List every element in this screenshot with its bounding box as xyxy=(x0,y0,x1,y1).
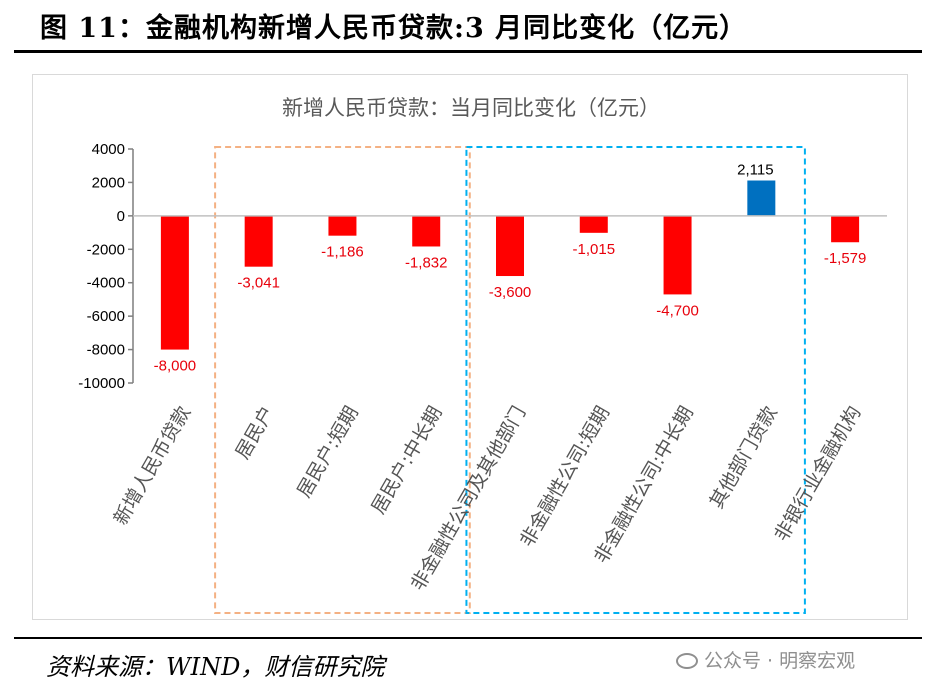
bar xyxy=(831,215,860,243)
data-label: -1,579 xyxy=(824,250,867,267)
top-rule xyxy=(14,50,922,53)
y-tick-label: -2000 xyxy=(87,241,125,258)
category-label: 非银行业金融机构 xyxy=(770,403,865,546)
category-label: 居民户:中长期 xyxy=(367,403,446,518)
highlight-box-blue xyxy=(465,146,806,614)
bar xyxy=(747,180,776,216)
y-tick-label: 2000 xyxy=(92,174,125,191)
bar xyxy=(328,215,357,236)
data-label: -1,832 xyxy=(405,254,448,271)
y-tick-label: 0 xyxy=(117,208,125,225)
bar xyxy=(244,215,273,267)
figure-title: 图 11：金融机构新增人民币贷款:3 月同比变化（亿元） xyxy=(40,13,748,44)
source-note: 资料来源：WIND，财信研究院 xyxy=(46,653,385,681)
data-label: -8,000 xyxy=(154,358,197,375)
data-label: -4,700 xyxy=(656,302,699,319)
data-label: -3,600 xyxy=(489,284,532,301)
data-label: -1,186 xyxy=(321,244,364,261)
category-label: 新增人民币贷款 xyxy=(110,403,196,529)
data-label: -1,015 xyxy=(573,241,616,258)
watermark: 公众号 · 明察宏观 xyxy=(676,646,855,673)
bar xyxy=(412,215,441,247)
data-label: -3,041 xyxy=(237,275,280,292)
bar xyxy=(496,215,524,277)
category-label: 其他部门贷款 xyxy=(706,403,782,513)
chart-title: 新增人民币贷款：当月同比变化（亿元） xyxy=(282,96,660,120)
chart-panel: 新增人民币贷款：当月同比变化（亿元） 4000 2000 0 -2000 -4000 -6… xyxy=(32,74,908,620)
category-label: 居民户 xyxy=(231,403,279,463)
wechat-icon xyxy=(676,653,698,669)
bottom-rule xyxy=(14,637,922,639)
data-label: 2,115 xyxy=(737,162,773,179)
category-label: 非金融性公司:中长期 xyxy=(590,403,698,568)
y-tick-label: -10000 xyxy=(78,375,125,392)
category-label: 居民户:短期 xyxy=(293,403,363,502)
bar-chart: 新增人民币贷款：当月同比变化（亿元） 4000 2000 0 -2000 -4000 -6… xyxy=(78,96,887,614)
y-tick-label: -6000 xyxy=(87,308,125,325)
bar xyxy=(160,215,189,350)
category-label: 非金融性公司:短期 xyxy=(516,403,614,551)
y-tick-label: 4000 xyxy=(92,141,125,158)
watermark-text: 公众号 · 明察宏观 xyxy=(704,650,856,672)
y-tick-label: -4000 xyxy=(87,275,125,292)
bar xyxy=(579,215,608,233)
bar xyxy=(663,215,692,295)
y-tick-label: -8000 xyxy=(87,342,125,359)
